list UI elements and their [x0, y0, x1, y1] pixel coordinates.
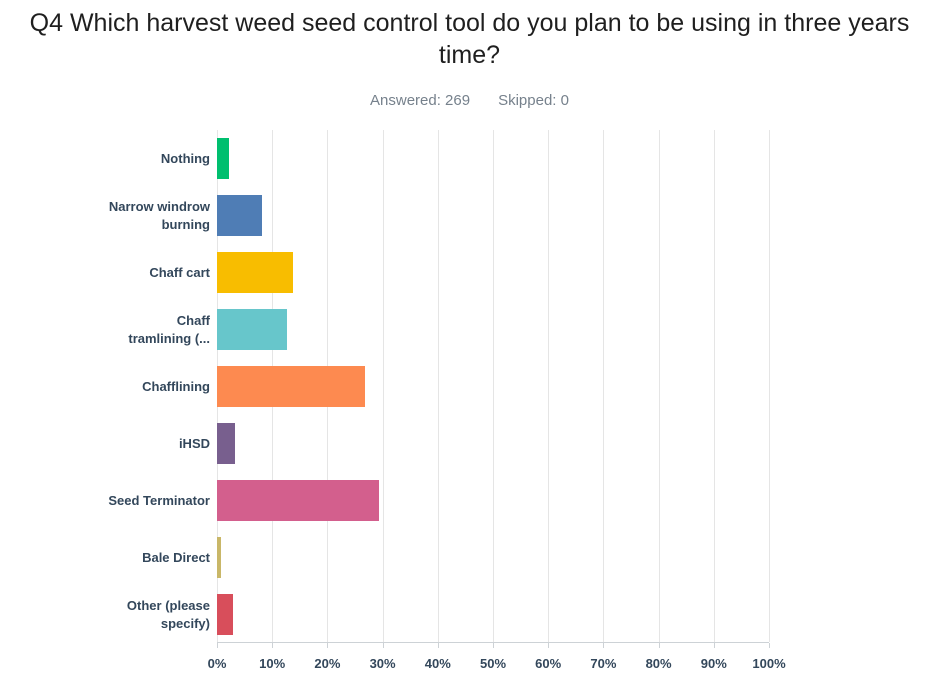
chart-row: Chafflining	[0, 358, 769, 415]
axis-tick	[658, 643, 660, 648]
axis-tick	[769, 643, 770, 648]
category-label: iHSD	[178, 435, 210, 451]
category-label: Chafflining	[142, 378, 210, 394]
axis-tick	[713, 643, 715, 648]
gridline	[769, 130, 770, 642]
bar-ihsd[interactable]	[217, 423, 236, 464]
chart-row: Narrow windrow burning	[0, 187, 769, 244]
category-label-cell: Other (please specify)	[0, 597, 217, 633]
category-label: Bale Direct	[142, 549, 210, 565]
response-stats: Answered: 269 Skipped: 0	[0, 92, 939, 109]
x-axis-tick-label: 60%	[535, 656, 562, 671]
chart-row: Chaff tramlining (...	[0, 301, 769, 358]
x-axis-tick-label: 50%	[479, 656, 507, 671]
category-label: Seed Terminator	[108, 492, 210, 508]
bar-track	[217, 423, 769, 464]
bar-chafflining[interactable]	[217, 366, 365, 407]
bar-track	[217, 138, 769, 179]
bar-track	[217, 594, 769, 635]
bar-track	[217, 252, 769, 293]
bar-narrow-windrow-burning[interactable]	[217, 195, 263, 236]
bar-chaff-tramlining[interactable]	[217, 309, 287, 350]
category-label: Chaff cart	[149, 264, 210, 280]
category-label-cell: Chaff cart	[0, 264, 217, 282]
bar-track	[217, 195, 769, 236]
category-label-cell: Narrow windrow burning	[0, 198, 217, 234]
category-label: Chaff tramlining (...	[128, 312, 210, 346]
gridline	[658, 130, 660, 642]
axis-tick	[382, 643, 384, 648]
category-label: Nothing	[160, 150, 210, 166]
x-axis-tick-label: 30%	[369, 656, 396, 671]
gridline	[493, 130, 494, 642]
axis-tick	[548, 643, 550, 648]
answered-count: Answered: 269	[370, 92, 471, 109]
skipped-count: Skipped: 0	[498, 92, 569, 109]
gridline	[603, 130, 605, 642]
axis-tick	[272, 643, 274, 648]
category-label: Narrow windrow burning	[108, 198, 210, 232]
bar-nothing[interactable]	[217, 138, 230, 179]
x-axis-tick-label: 0%	[207, 656, 227, 671]
x-axis-tick-label: 10%	[259, 656, 286, 671]
bar-track	[217, 366, 769, 407]
category-label: Other (please specify)	[126, 597, 210, 631]
bar-other-please-specify[interactable]	[217, 594, 234, 635]
bar-seed-terminator[interactable]	[217, 480, 380, 521]
category-label-cell: Bale Direct	[0, 549, 217, 567]
gridline	[713, 130, 715, 642]
category-label-cell: Chafflining	[0, 378, 217, 396]
x-axis-tick-label: 40%	[424, 656, 451, 671]
gridline	[548, 130, 550, 642]
bar-track	[217, 309, 769, 350]
axis-tick	[437, 643, 439, 648]
axis-tick	[493, 643, 494, 648]
axis-tick	[603, 643, 605, 648]
bar-track	[217, 537, 769, 578]
chart-row: Seed Terminator	[0, 472, 769, 529]
bar-chaff-cart[interactable]	[217, 252, 293, 293]
category-label-cell: iHSD	[0, 435, 217, 453]
chart-row: Bale Direct	[0, 529, 769, 586]
chart-row: Other (please specify)	[0, 586, 769, 643]
bar-bale-direct[interactable]	[217, 537, 222, 578]
chart-rows: Nothing Narrow windrow burning Chaff cart Ch…	[0, 130, 769, 643]
axis-tick	[217, 643, 218, 648]
category-label-cell: Nothing	[0, 150, 217, 168]
gridline	[437, 130, 439, 642]
chart-row: Nothing	[0, 130, 769, 187]
chart-row: iHSD	[0, 415, 769, 472]
gridline	[382, 130, 384, 642]
axis-tick	[327, 643, 329, 648]
x-axis-tick-label: 70%	[590, 656, 617, 671]
category-label-cell: Chaff tramlining (...	[0, 312, 217, 348]
x-axis-tick-label: 20%	[314, 656, 341, 671]
x-axis: 0% 10% 20% 30% 40% 50% 60% 70% 80% 90% 100%	[208, 656, 786, 674]
question-title: Q4 Which harvest weed seed control tool …	[29, 9, 910, 69]
horizontal-bar-chart: Nothing Narrow windrow burning Chaff cart Ch…	[0, 130, 786, 671]
x-axis-tick-label: 90%	[700, 656, 727, 671]
x-axis-tick-label: 80%	[645, 656, 672, 671]
chart-row: Chaff cart	[0, 244, 769, 301]
x-axis-tick-label: 100%	[752, 656, 786, 671]
category-label-cell: Seed Terminator	[0, 492, 217, 510]
bar-track	[217, 480, 769, 521]
